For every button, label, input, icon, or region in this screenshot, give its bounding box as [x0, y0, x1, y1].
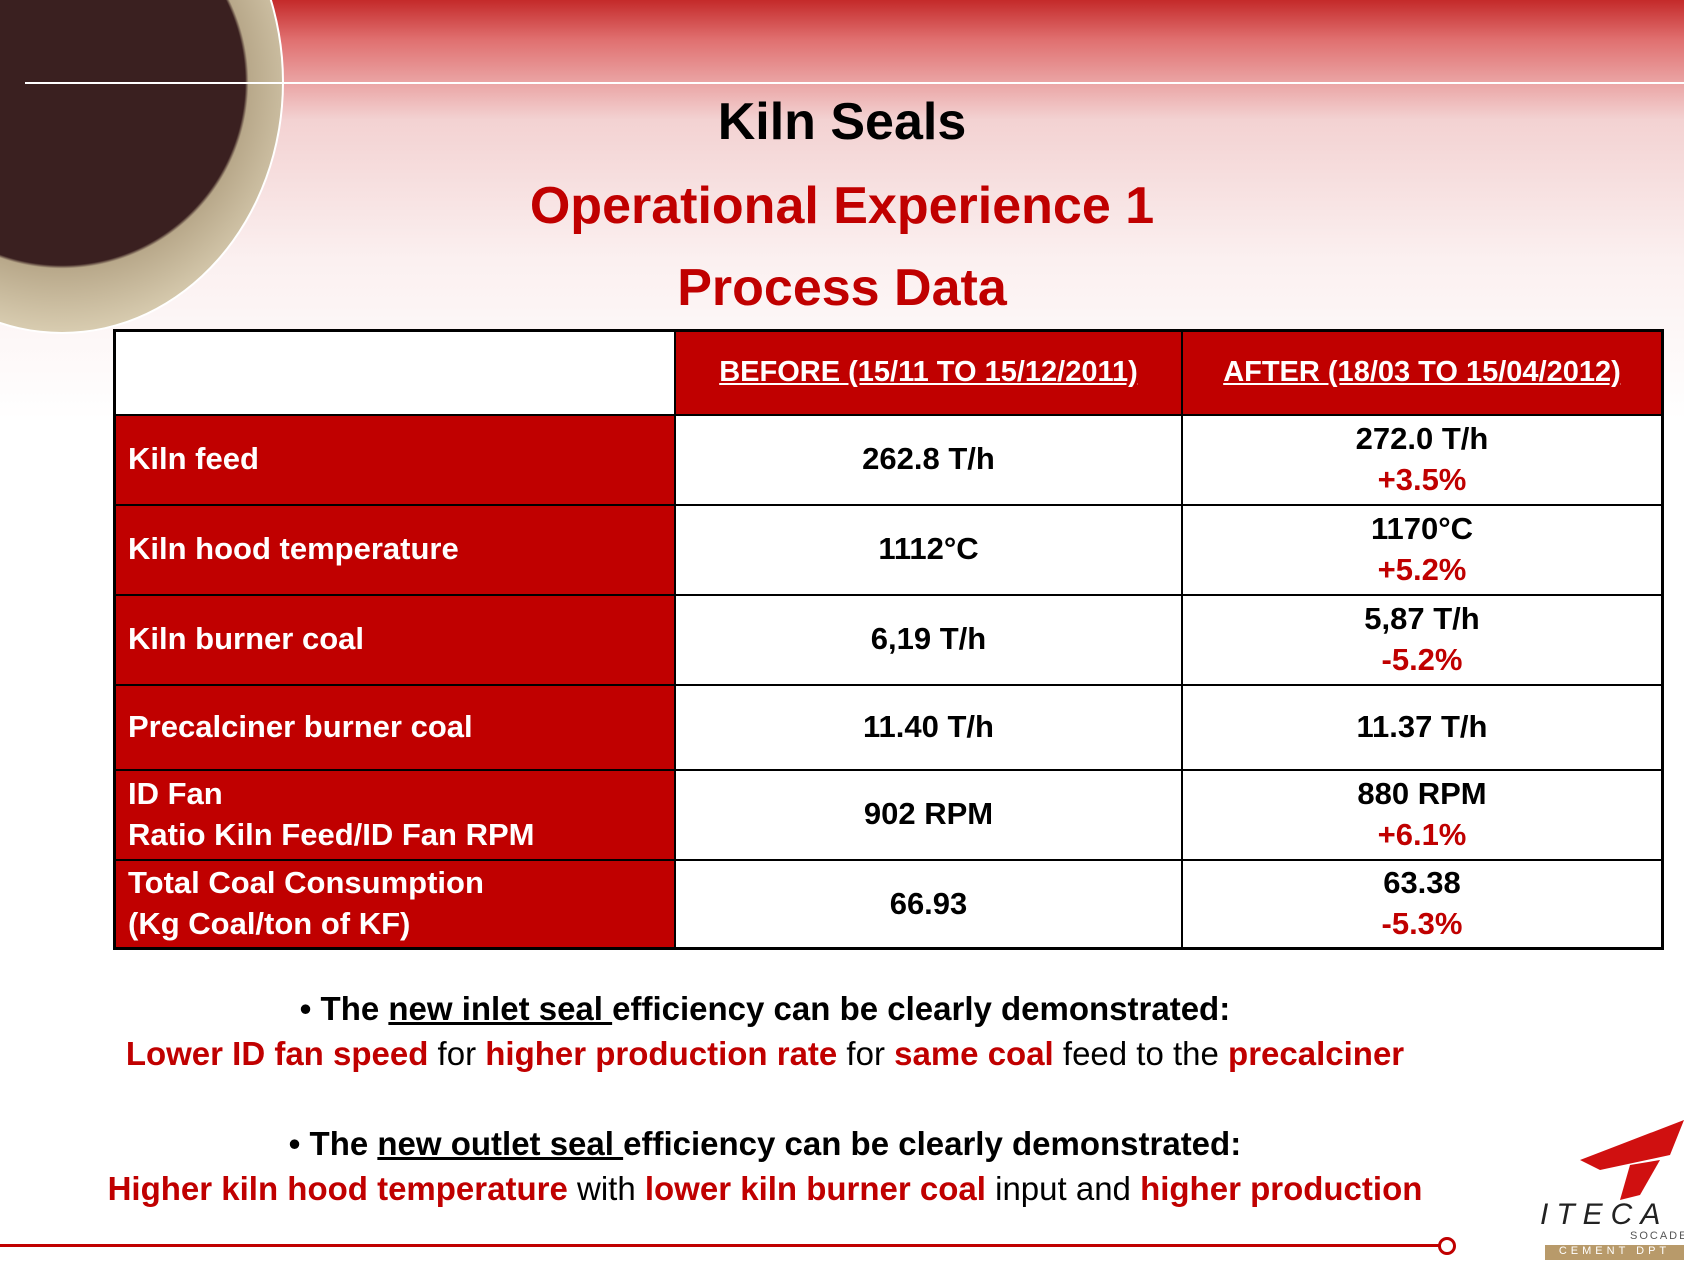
subtitle: Process Data — [677, 259, 1007, 317]
label-line: Kiln hood temperature — [128, 531, 459, 567]
text-run: The — [309, 1125, 378, 1162]
after-value: 880 RPM — [1357, 776, 1487, 812]
before-value: 11.40 T/h — [674, 683, 1183, 771]
footer-line — [0, 1244, 1440, 1247]
change-value: +3.5% — [1377, 461, 1467, 497]
table-row: Kiln feed 262.8 T/h 272.0 T/h +3.5% — [113, 413, 1664, 506]
text-run: same coal — [894, 1035, 1054, 1072]
logo-sub: SOCADE — [1630, 1230, 1684, 1242]
label-line: ID Fan — [128, 776, 223, 812]
text-run: new inlet seal — [388, 990, 613, 1027]
label-line: Total Coal Consumption — [128, 865, 484, 901]
text-run: efficiency can be clearly demonstrated: — [623, 1125, 1242, 1162]
row-label: Precalciner burner coal — [113, 683, 676, 771]
row-label: ID Fan Ratio Kiln Feed/ID Fan RPM — [113, 768, 676, 861]
bullet-lead: • The new inlet seal efficiency can be c… — [299, 990, 1231, 1027]
table-row: ID Fan Ratio Kiln Feed/ID Fan RPM 902 RPM 8… — [113, 768, 1664, 861]
subtitle: Operational Experience 1 — [529, 177, 1155, 235]
logo-dept: CEMENT DPT — [1545, 1245, 1684, 1260]
column-header: BEFORE (15/11 TO 15/12/2011) — [674, 329, 1183, 416]
table-row: Kiln burner coal 6,19 T/h 5,87 T/h -5.2% — [113, 593, 1664, 686]
change-value: +6.1% — [1377, 816, 1467, 852]
before-value: 66.93 — [674, 858, 1183, 950]
row-label: Total Coal Consumption (Kg Coal/ton of KF… — [113, 858, 676, 950]
text-run: input and — [985, 1170, 1141, 1207]
text-run: with — [567, 1170, 645, 1207]
bullet-detail: Higher kiln hood temperature with lower … — [0, 1170, 1530, 1208]
text-run: lower kiln burner coal — [644, 1170, 986, 1207]
after-value: 5,87 T/h — [1364, 601, 1480, 637]
title: Kiln Seals — [717, 93, 967, 151]
footer-dot — [1438, 1237, 1456, 1255]
before-value: 262.8 T/h — [674, 413, 1183, 506]
after-cell: 11.37 T/h — [1181, 683, 1664, 771]
text-run: for — [837, 1035, 895, 1072]
label-line: Kiln burner coal — [128, 621, 364, 657]
header-row: BEFORE (15/11 TO 15/12/2011) AFTER (18/03… — [113, 329, 1664, 416]
label-line: Precalciner burner coal — [128, 708, 473, 744]
after-cell: 5,87 T/h -5.2% — [1181, 593, 1664, 686]
table-row: Kiln hood temperature 1112°C 1170°C +5.2% — [113, 503, 1664, 596]
before-value: 1112°C — [674, 503, 1183, 596]
change-value: -5.2% — [1381, 641, 1463, 677]
table-row: Total Coal Consumption (Kg Coal/ton of KF… — [113, 858, 1664, 950]
after-cell: 1170°C +5.2% — [1181, 503, 1664, 596]
after-cell: 272.0 T/h +3.5% — [1181, 413, 1664, 506]
table-row: Precalciner burner coal 11.40 T/h 11.37 T/… — [113, 683, 1664, 771]
after-value: 63.38 — [1383, 865, 1461, 901]
change-value: +5.2% — [1377, 551, 1467, 587]
decor-line — [25, 82, 1684, 84]
row-label: Kiln burner coal — [113, 593, 676, 686]
label-line: (Kg Coal/ton of KF) — [128, 905, 411, 941]
corner-cell — [113, 329, 676, 416]
text-run: The — [320, 990, 389, 1027]
after-cell: 63.38 -5.3% — [1181, 858, 1664, 950]
text-run: for — [428, 1035, 486, 1072]
after-value: 11.37 T/h — [1356, 708, 1488, 744]
before-value: 902 RPM — [674, 768, 1183, 861]
after-cell: 880 RPM +6.1% — [1181, 768, 1664, 861]
after-value: 1170°C — [1370, 511, 1474, 547]
text-run: higher production — [1140, 1170, 1423, 1207]
text-run: Lower ID fan speed — [125, 1035, 429, 1072]
text-run: feed to the — [1053, 1035, 1229, 1072]
logo-name: ITECA — [1540, 1198, 1669, 1231]
text-run: higher production rate — [485, 1035, 838, 1072]
label-line: Kiln feed — [128, 441, 259, 477]
before-value: 6,19 T/h — [674, 593, 1183, 686]
label-line: Ratio Kiln Feed/ID Fan RPM — [128, 816, 535, 852]
text-run: precalciner — [1228, 1035, 1405, 1072]
row-label: Kiln hood temperature — [113, 503, 676, 596]
data-table: BEFORE (15/11 TO 15/12/2011) AFTER (18/03… — [113, 329, 1664, 950]
text-run: new outlet seal — [377, 1125, 624, 1162]
bullet-lead: • The new outlet seal efficiency can be … — [288, 1125, 1242, 1162]
bullet-detail: Lower ID fan speed for higher production… — [0, 1035, 1530, 1073]
text-run: efficiency can be clearly demonstrated: — [612, 990, 1231, 1027]
change-value: -5.3% — [1381, 905, 1463, 941]
logo-mark — [1580, 1120, 1684, 1200]
row-label: Kiln feed — [113, 413, 676, 506]
text-run: Higher kiln hood temperature — [107, 1170, 568, 1207]
column-header: AFTER (18/03 TO 15/04/2012) — [1181, 329, 1664, 416]
after-value: 272.0 T/h — [1355, 421, 1489, 457]
